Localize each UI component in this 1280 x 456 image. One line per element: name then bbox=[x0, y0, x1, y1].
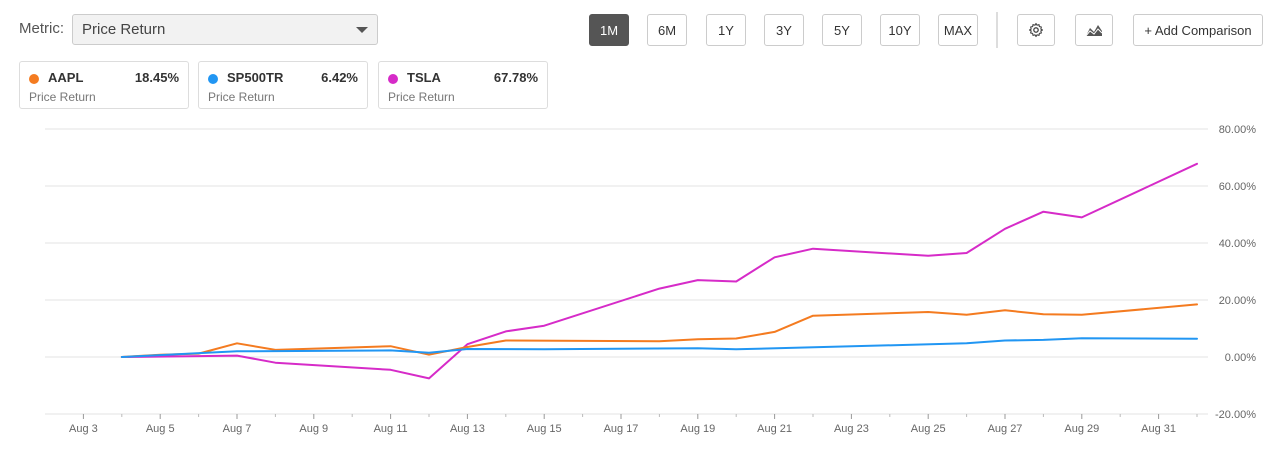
settings-button[interactable] bbox=[1017, 14, 1055, 46]
x-tick-label: Aug 17 bbox=[604, 423, 639, 435]
y-tick-label: 0.00% bbox=[1225, 352, 1256, 364]
legend-subtitle: Price Return bbox=[29, 90, 96, 104]
metric-select[interactable]: Price Return bbox=[72, 14, 378, 45]
range-1y-button[interactable]: 1Y bbox=[706, 14, 746, 46]
add-comparison-button[interactable]: + Add Comparison bbox=[1133, 14, 1263, 46]
series-line-sp500tr[interactable] bbox=[120, 337, 1198, 358]
metric-select-value: Price Return bbox=[82, 21, 166, 38]
legend-value: 6.42% bbox=[321, 70, 358, 85]
range-6m-button[interactable]: 6M bbox=[647, 14, 687, 46]
x-tick-label: Aug 31 bbox=[1141, 423, 1176, 435]
legend-card-tsla[interactable]: TSLA 67.78% Price Return bbox=[378, 61, 548, 109]
legend-card-aapl[interactable]: AAPL 18.45% Price Return bbox=[19, 61, 189, 109]
series-line-tsla[interactable] bbox=[120, 162, 1198, 380]
toolbar-divider bbox=[996, 12, 998, 48]
gear-icon bbox=[1028, 22, 1044, 38]
x-tick-label: Aug 5 bbox=[146, 423, 175, 435]
y-tick-label: -20.00% bbox=[1215, 409, 1256, 421]
chart-type-button[interactable] bbox=[1075, 14, 1113, 46]
legend-ticker: SP500TR bbox=[227, 70, 284, 85]
x-tick-label: Aug 23 bbox=[834, 423, 869, 435]
metric-label: Metric: bbox=[19, 20, 64, 37]
legend-subtitle: Price Return bbox=[388, 90, 455, 104]
x-tick-label: Aug 15 bbox=[527, 423, 562, 435]
x-tick-label: Aug 19 bbox=[680, 423, 715, 435]
series-line-aapl[interactable] bbox=[120, 303, 1198, 358]
x-tick-label: Aug 11 bbox=[374, 423, 408, 435]
y-tick-label: 40.00% bbox=[1219, 238, 1257, 250]
x-tick-label: Aug 13 bbox=[450, 423, 485, 435]
range-max-button[interactable]: MAX bbox=[938, 14, 978, 46]
x-tick-label: Aug 3 bbox=[69, 423, 98, 435]
y-tick-label: 80.00% bbox=[1219, 124, 1257, 136]
legend-value: 67.78% bbox=[493, 70, 538, 85]
range-3y-button[interactable]: 3Y bbox=[764, 14, 804, 46]
x-tick-label: Aug 7 bbox=[223, 423, 252, 435]
range-5y-button[interactable]: 5Y bbox=[822, 14, 862, 46]
legend-ticker: AAPL bbox=[48, 70, 84, 85]
legend-ticker: TSLA bbox=[407, 70, 441, 85]
series-dot-tsla bbox=[388, 74, 398, 84]
series-dot-sp500tr bbox=[208, 74, 218, 84]
x-tick-label: Aug 21 bbox=[757, 423, 792, 435]
series-dot-aapl bbox=[29, 74, 39, 84]
x-tick-label: Aug 25 bbox=[911, 423, 946, 435]
legend-card-sp500tr[interactable]: SP500TR 6.42% Price Return bbox=[198, 61, 368, 109]
y-tick-label: 60.00% bbox=[1219, 181, 1257, 193]
x-tick-label: Aug 29 bbox=[1064, 423, 1099, 435]
y-tick-label: 20.00% bbox=[1219, 295, 1257, 307]
legend-value: 18.45% bbox=[134, 70, 179, 85]
legend-subtitle: Price Return bbox=[208, 90, 275, 104]
price-return-chart[interactable]: 80.00% 60.00% 40.00% 20.00% 0.00% -20.00% Aug … bbox=[0, 110, 1280, 456]
x-tick-label: Aug 9 bbox=[299, 423, 328, 435]
area-chart-icon bbox=[1085, 25, 1103, 37]
x-tick-label: Aug 27 bbox=[988, 423, 1023, 435]
chevron-down-icon bbox=[356, 27, 368, 33]
range-10y-button[interactable]: 10Y bbox=[880, 14, 920, 46]
range-1m-button[interactable]: 1M bbox=[589, 14, 629, 46]
